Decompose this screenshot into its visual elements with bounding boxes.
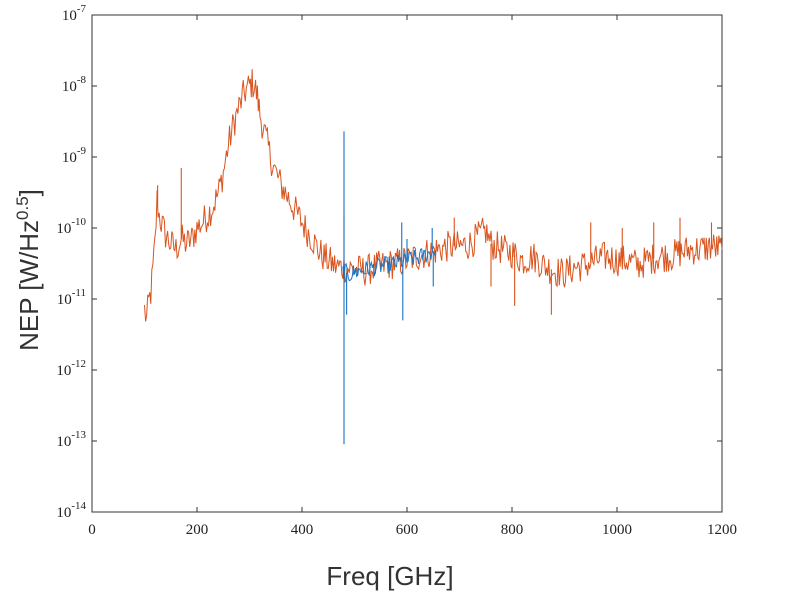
y-tick-label: 10-8 (62, 74, 87, 95)
y-axis-title: NEP [W/Hz0.5] (13, 189, 44, 351)
y-tick-label: 10-13 (56, 429, 86, 450)
x-tick-label: 600 (396, 522, 419, 538)
x-tick-label: 0 (88, 522, 96, 538)
y-tick-label: 10-11 (57, 287, 86, 308)
y-axis-title-sup: 0.5 (13, 196, 32, 220)
y-tick-label: 10-9 (62, 145, 87, 166)
series-layer (144, 69, 723, 445)
y-tick-label: 10-10 (56, 216, 86, 237)
x-tick-label: 400 (291, 522, 314, 538)
series-line (342, 248, 437, 282)
x-tick-label: 200 (186, 522, 209, 538)
x-tick-label: 1200 (707, 522, 737, 538)
y-tick-label: 10-14 (56, 500, 86, 521)
x-tick-label: 1000 (602, 522, 632, 538)
y-axis-title-main: NEP [W/Hz (14, 220, 44, 351)
x-axis-title: Freq [GHz] (326, 561, 453, 591)
y-tick-label: 10-7 (62, 3, 87, 24)
y-axis-title-tail: ] (14, 189, 44, 196)
axis-ticks: 0 200 400 600 800 1000 1200 10-14 10-13 10-12 10-1… (56, 3, 737, 538)
x-tick-label: 800 (501, 522, 524, 538)
y-tick-label: 10-12 (56, 358, 86, 379)
